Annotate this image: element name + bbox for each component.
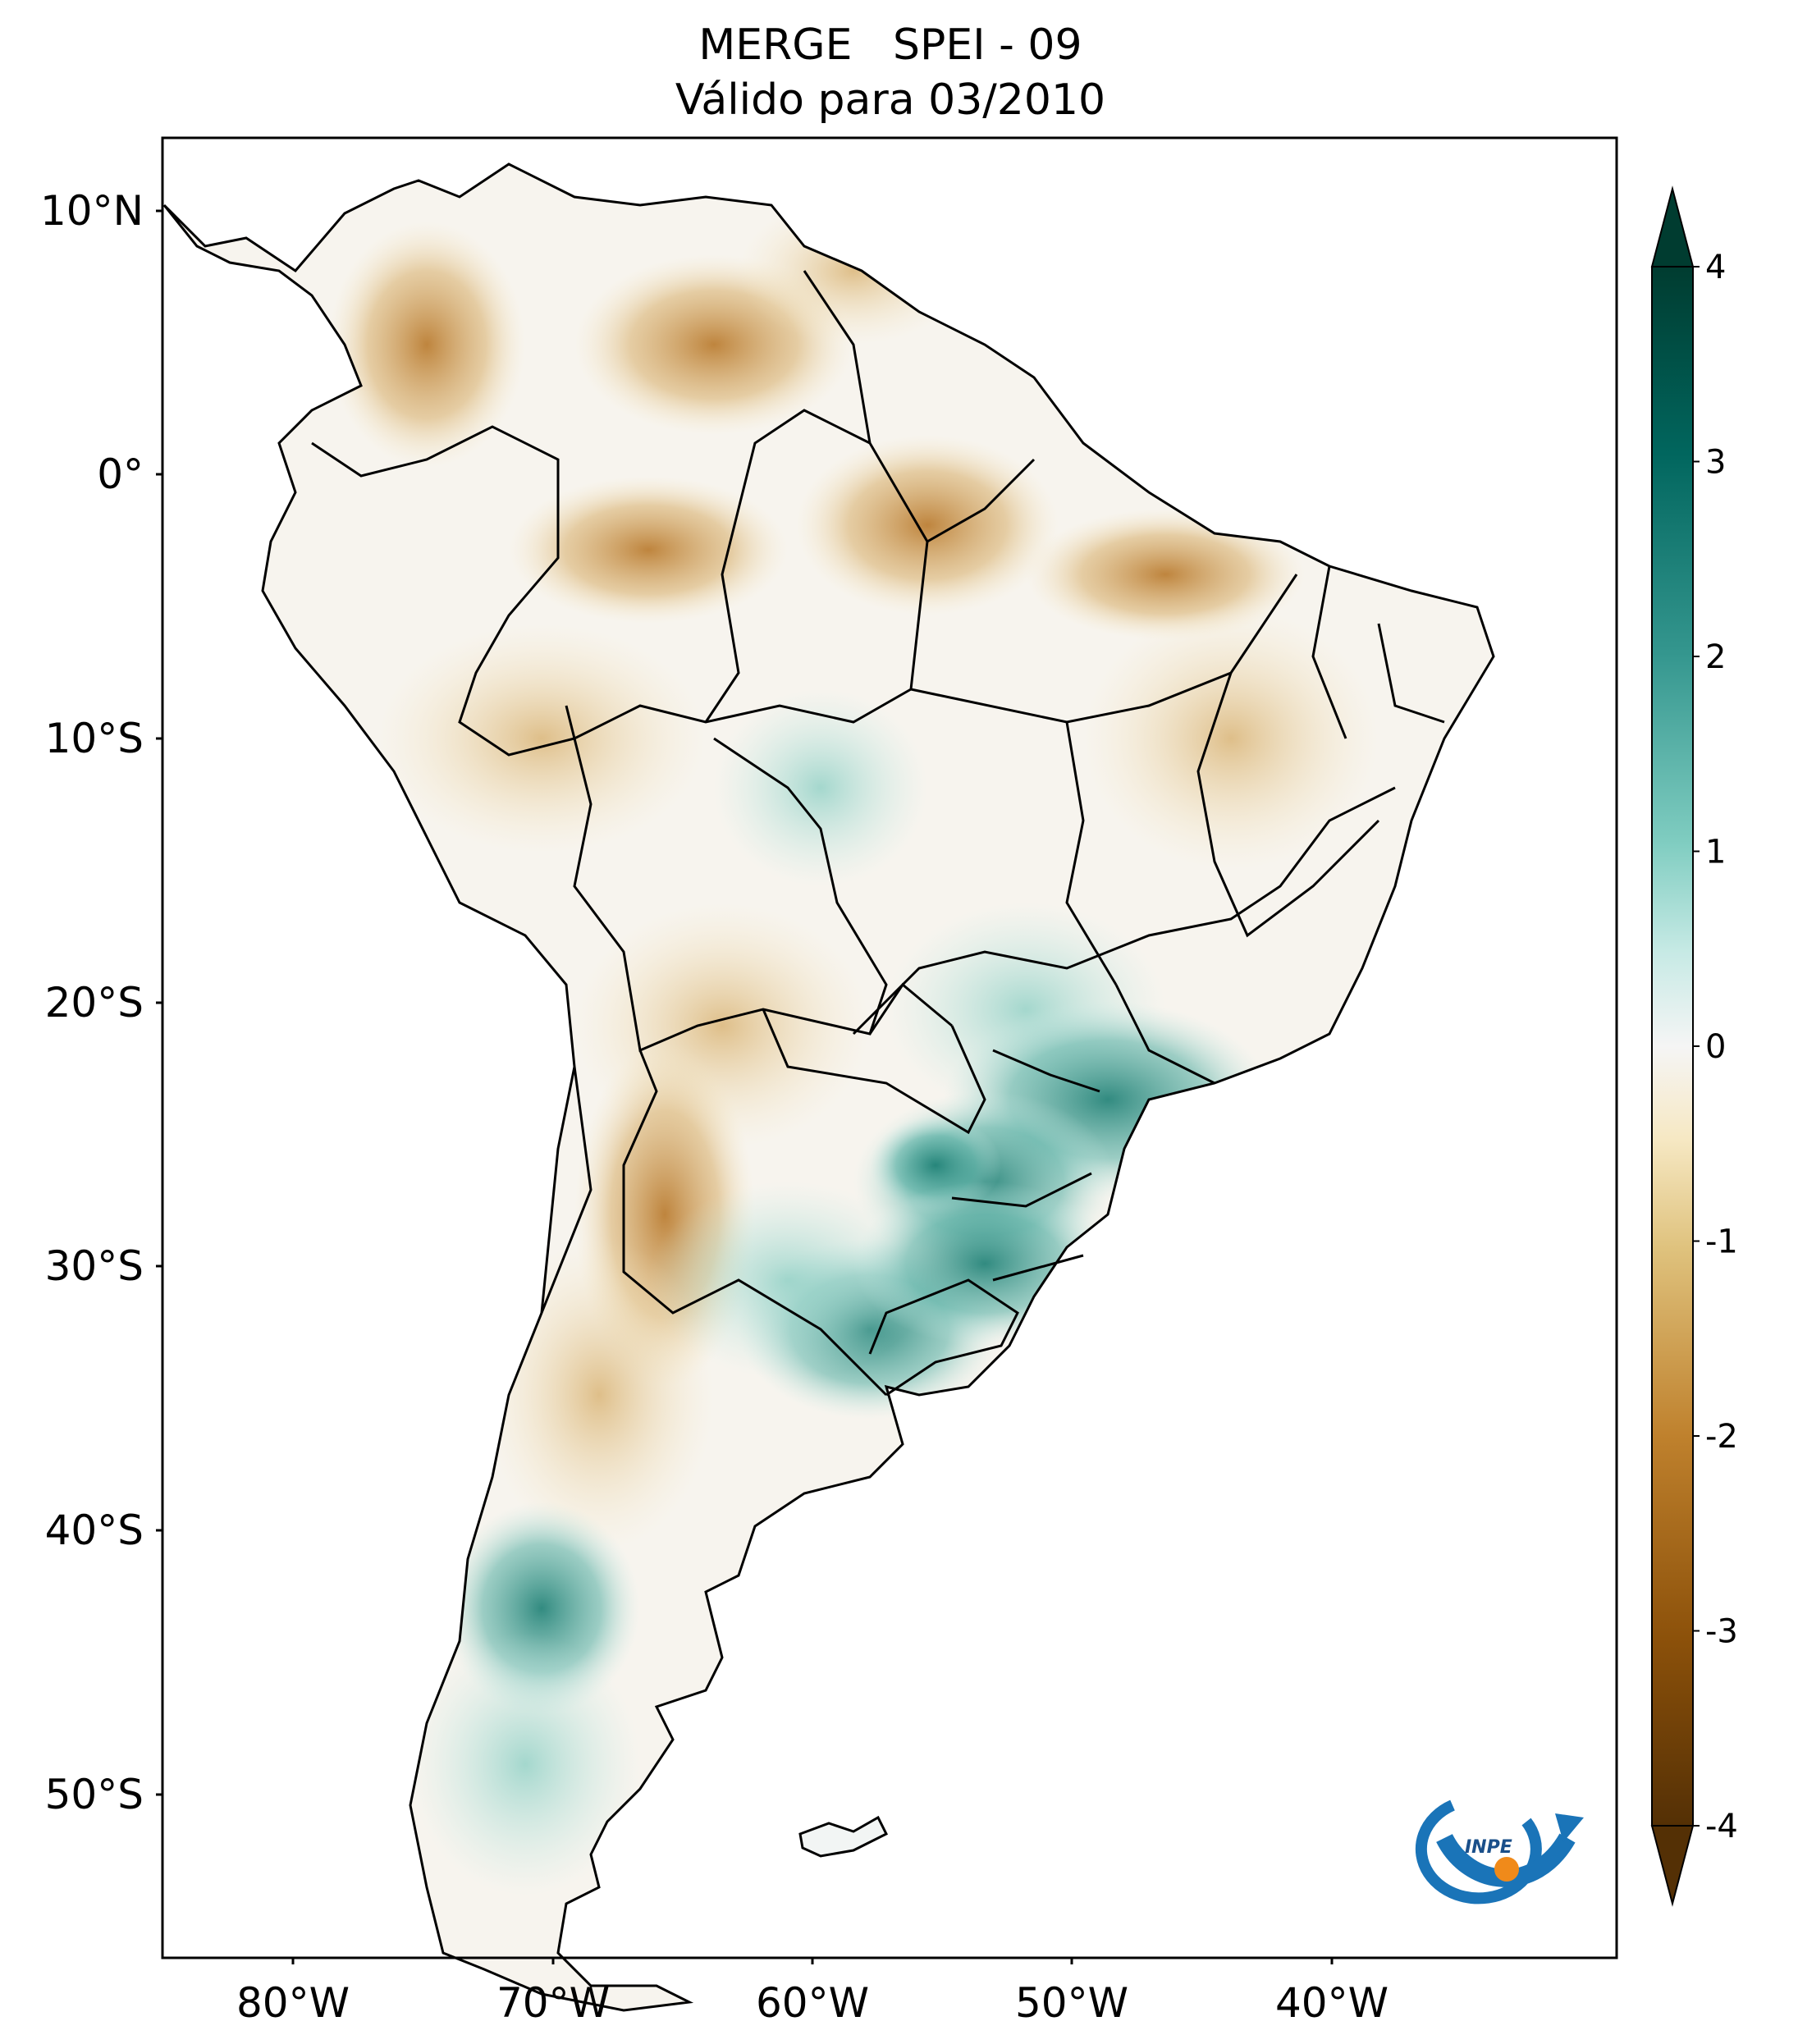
colorbar-max-extend (1650, 185, 1695, 268)
lon-axis: 80°W 70°W 60°W 50°W 40°W (236, 1958, 1389, 2027)
lat-tick-label: 40°S (45, 1507, 144, 1554)
colorbar (1650, 185, 1695, 1907)
coastline (162, 162, 1495, 2012)
lon-tick-label: 40°W (1275, 1979, 1389, 2027)
lon-tick-label: 50°W (1015, 1979, 1128, 2027)
colorbar-tick-label: 1 (1705, 834, 1726, 871)
country-borders (311, 270, 1445, 1397)
lat-tick-label: 20°S (45, 979, 144, 1027)
colorbar-bar (1651, 266, 1694, 1827)
svg-text:INPE: INPE (1465, 1837, 1512, 1858)
lon-tick-label: 80°W (236, 1979, 350, 2027)
colorbar-min-extend (1650, 1825, 1695, 1907)
colorbar-tick-label: 3 (1705, 444, 1726, 482)
colorbar-tick-label: 2 (1705, 638, 1726, 676)
lat-tick-label: 30°S (45, 1242, 144, 1290)
colorbar-tick-label: 4 (1705, 249, 1726, 286)
colorbar-tick-label: -2 (1705, 1418, 1738, 1456)
lat-tick-label: 10°S (45, 715, 144, 762)
lon-tick-label: 70°W (496, 1979, 610, 2027)
lat-tick-label: 50°S (45, 1771, 144, 1818)
falkland-islands (798, 1815, 889, 1858)
map-frame (161, 136, 1618, 1959)
lon-tick-label: 60°W (756, 1979, 869, 2027)
lat-axis: 10°N 0° 10°S 20°S 30°S 40°S 50°S (40, 187, 162, 1818)
colorbar-tick-label: -4 (1705, 1808, 1738, 1845)
colorbar-tick-label: -1 (1705, 1223, 1738, 1261)
colorbar-tick-label: -3 (1705, 1613, 1738, 1651)
map-subtitle: Válido para 03/2010 (675, 75, 1106, 125)
map-title: MERGE SPEI - 09 (698, 21, 1082, 70)
colorbar-ticks: 4 3 2 1 0 -1 -2 -3 -4 (1693, 249, 1738, 1845)
lat-tick-label: 0° (97, 450, 144, 498)
lat-tick-label: 10°N (40, 187, 144, 235)
colorbar-tick-label: 0 (1705, 1028, 1726, 1066)
inpe-logo: INPE (1415, 1799, 1584, 1905)
